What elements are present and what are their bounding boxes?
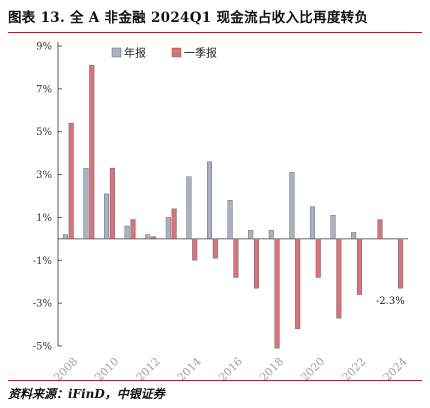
- chart-title: 图表 13. 全 A 非金融 2024Q1 现金流占收入比再度转负: [8, 10, 369, 26]
- value-annotation: -2.3%: [376, 296, 405, 307]
- y-tick-label: 3%: [36, 170, 52, 181]
- annual-bar-2022: [351, 232, 357, 240]
- y-tick-label: 5%: [36, 127, 52, 138]
- annual-bar-2018: [268, 230, 274, 240]
- y-tick-label: 9%: [36, 42, 52, 53]
- annual-bar-2020: [309, 206, 315, 240]
- annual-bar-2013: [165, 217, 171, 240]
- q1-bar-2014: [192, 238, 198, 261]
- q1-bar-2011: [130, 219, 136, 240]
- q1-bar-2021: [336, 238, 342, 319]
- source-note: 资料来源：iFinD，中银证券: [8, 387, 165, 401]
- annual-bar-2008: [62, 234, 68, 240]
- legend-label: 年报: [124, 46, 146, 60]
- q1-bar-2020: [315, 238, 321, 278]
- q1-bar-2017: [253, 238, 259, 289]
- source-divider: [8, 380, 422, 381]
- q1-bar-2018: [274, 238, 280, 349]
- q1-bar-2023: [377, 219, 383, 240]
- annual-bar-2017: [248, 230, 254, 240]
- legend-swatch-annual: [111, 47, 122, 58]
- annual-bar-2014: [186, 176, 192, 240]
- q1-bar-2024: [398, 238, 404, 289]
- q1-bar-2019: [295, 238, 301, 330]
- q1-bar-2016: [233, 238, 239, 278]
- title-divider: [8, 32, 422, 33]
- q1-bar-2022: [356, 238, 362, 295]
- annual-bar-2015: [207, 161, 213, 240]
- annual-bar-2010: [104, 193, 110, 240]
- y-tick-label: -3%: [33, 299, 52, 310]
- q1-bar-2015: [212, 238, 218, 259]
- y-tick-label: 7%: [36, 84, 52, 95]
- annual-bar-2012: [145, 234, 151, 240]
- q1-bar-2012: [151, 236, 157, 240]
- q1-bar-2008: [68, 122, 74, 240]
- q1-bar-2009: [89, 65, 95, 240]
- annual-bar-2009: [83, 167, 89, 240]
- annual-bar-2021: [330, 215, 336, 240]
- y-tick-label: -1%: [33, 256, 52, 267]
- annual-bar-2016: [227, 200, 233, 240]
- q1-bar-2010: [109, 167, 115, 240]
- annual-bar-2011: [124, 225, 130, 240]
- annual-bar-2019: [289, 172, 295, 240]
- y-tick-label: -5%: [33, 342, 52, 353]
- y-tick-label: 1%: [36, 213, 52, 224]
- legend-swatch-q1: [171, 47, 182, 58]
- legend-label: 一季报: [184, 46, 217, 60]
- q1-bar-2013: [171, 208, 177, 240]
